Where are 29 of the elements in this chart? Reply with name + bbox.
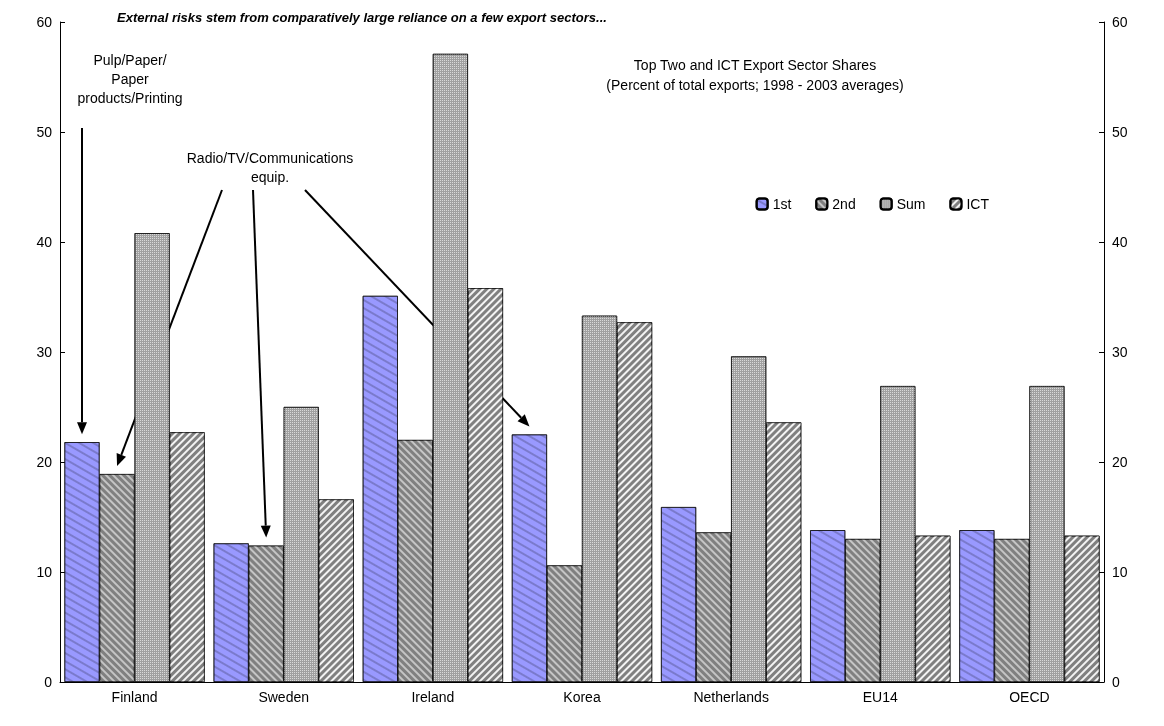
y2-tick-label: 60 [1112,14,1128,30]
y2-tick-label: 20 [1112,454,1128,470]
legend-label: 1st [772,196,792,212]
x-tick-label: Finland [111,689,158,705]
y2-tick-label: 30 [1112,344,1128,360]
x-tick-label: Ireland [411,689,455,705]
y2-tick-label: 0 [1112,674,1120,690]
legend-label: ICT [966,196,990,212]
y-tick-label: 60 [36,14,53,30]
y-tick-label: 40 [36,234,53,250]
legend-label: Sum [896,196,926,212]
x-tick-label: Korea [563,689,601,705]
y-tick-label: 10 [36,564,53,580]
x-tick-label: Netherlands [693,689,769,705]
chart-title: External risks stem from comparatively large reliance on a few export sectors... [117,10,607,25]
y-tick-label: 30 [36,344,53,360]
y2-tick-label: 50 [1112,124,1128,140]
x-tick-label: EU14 [862,689,898,705]
text: Top Two and ICT Export Sector Shares (Percent of total exports; 1998 - 2003 averages) [606,57,904,93]
x-tick-label: OECD [1009,689,1050,705]
x-tick-label: Sweden [258,689,310,705]
y2-tick-label: 10 [1112,564,1128,580]
annotation: Pulp/Paper/ Paper products/Printing [77,51,183,106]
y2-tick-label: 40 [1112,234,1128,250]
legend-label: 2nd [832,196,856,212]
y-tick-label: 0 [44,674,53,690]
y-tick-label: 50 [36,124,53,140]
annotation: Radio/TV/Communications equip. [186,149,354,185]
y-tick-label: 20 [36,454,53,470]
